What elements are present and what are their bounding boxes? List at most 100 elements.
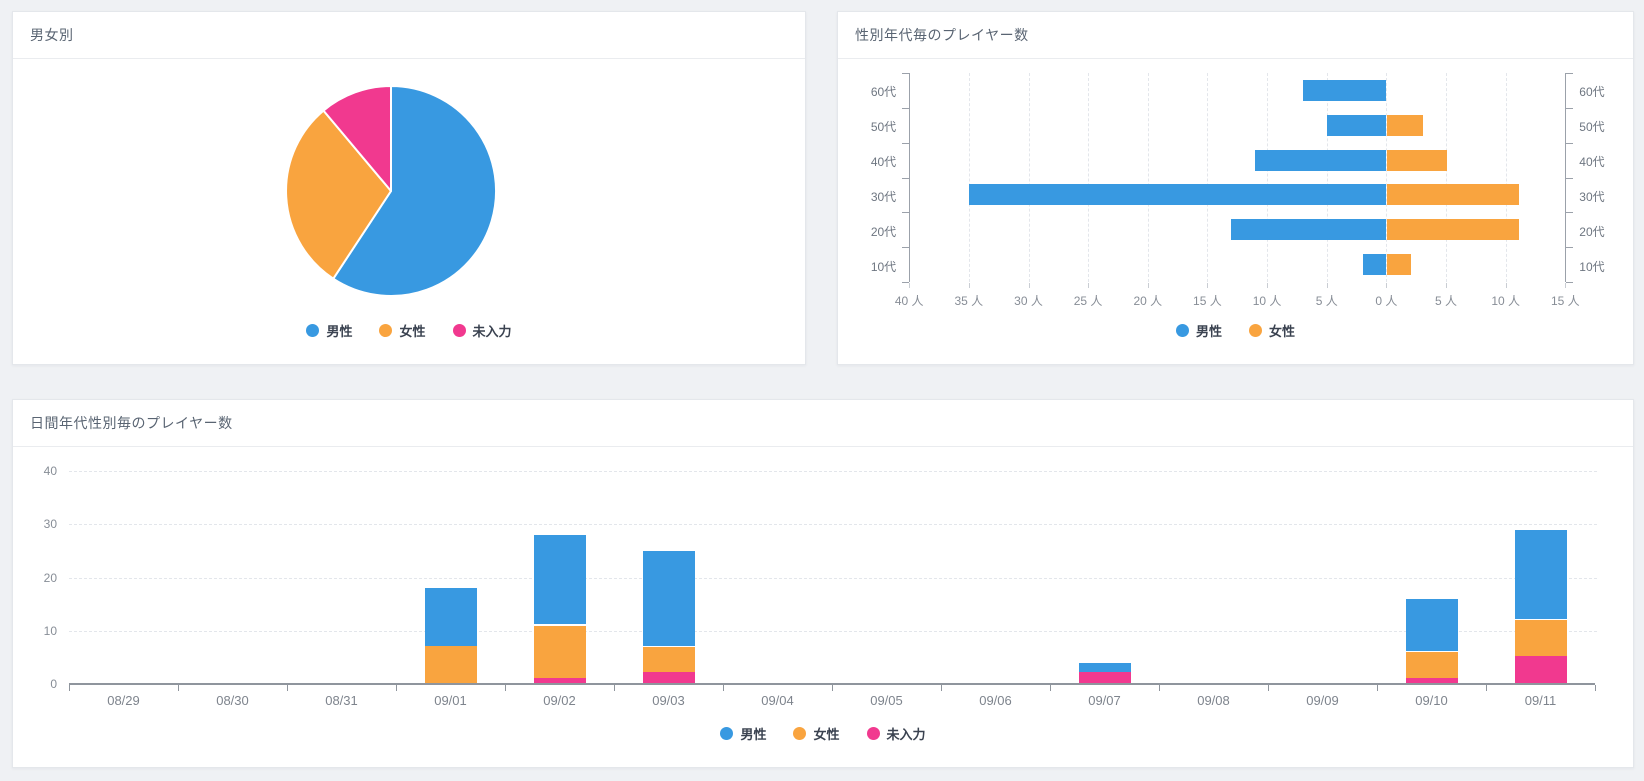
stack-segment-unknown-09/10[interactable] (1405, 677, 1458, 683)
axis-tick (1566, 212, 1574, 214)
axis-tick (902, 282, 910, 283)
x-axis-tick (1147, 282, 1149, 288)
x-axis-tick (1088, 282, 1090, 288)
tornado-legend: 男性 女性 (838, 321, 1633, 340)
category-label-right: 40代 (1579, 155, 1605, 170)
bar-female-50代[interactable] (1387, 114, 1424, 136)
bar-female-10代[interactable] (1387, 254, 1412, 276)
bar-male-50代[interactable] (1326, 114, 1387, 136)
x-axis-category-label: 09/08 (1197, 693, 1230, 708)
bar-female-40代[interactable] (1387, 149, 1447, 171)
x-axis-category-label: 08/31 (325, 693, 358, 708)
x-axis-tick (941, 685, 942, 691)
stack-segment-male-09/03[interactable] (642, 550, 695, 646)
bar-male-40代[interactable] (1255, 149, 1387, 171)
legend-item-男性[interactable]: 男性 (306, 321, 352, 340)
x-axis-category-label: 09/09 (1306, 693, 1339, 708)
stack-segment-male-09/11[interactable] (1514, 528, 1567, 620)
pie-slice-unknown[interactable] (322, 85, 392, 192)
legend-item-女性[interactable]: 女性 (379, 321, 426, 340)
gridline (1207, 73, 1209, 282)
pie-legend: 男性 女性 未入力 (13, 321, 805, 340)
stack-segment-female-09/02[interactable] (533, 624, 586, 678)
x-axis-category-label: 09/10 (1415, 693, 1448, 708)
stack-segment-male-09/07[interactable] (1078, 661, 1131, 673)
category-label-right: 30代 (1579, 189, 1605, 204)
axis-tick (1566, 142, 1574, 144)
gridline (69, 471, 1597, 473)
stack-segment-unknown-09/11[interactable] (1514, 656, 1567, 683)
legend-item-男性[interactable]: 男性 (720, 724, 766, 743)
x-axis-tick (1268, 685, 1269, 691)
stack-segment-unknown-09/03[interactable] (642, 672, 695, 683)
category-label-left: 60代 (870, 85, 897, 100)
x-axis-tick-label: 0 人 (1375, 293, 1398, 308)
gridline (968, 73, 970, 282)
bar-male-30代[interactable] (968, 184, 1387, 206)
x-axis-tick-label: 20 人 (1133, 293, 1163, 308)
stack-segment-female-09/10[interactable] (1405, 651, 1458, 678)
legend-label: 未入力 (886, 727, 926, 742)
daily-stack-chart: 0 10 20 30 40 08/29 08/30 08/31 09/01 09/02 09/03 0… (13, 447, 1633, 767)
axis-tick (902, 212, 910, 214)
legend-item-未入力[interactable]: 未入力 (452, 321, 512, 340)
bar-female-30代[interactable] (1387, 184, 1519, 206)
category-label-left: 10代 (870, 259, 897, 274)
stack-segment-female-09/03[interactable] (642, 645, 695, 673)
stack-segment-female-09/11[interactable] (1514, 619, 1567, 657)
legend-marker-icon (1249, 324, 1262, 337)
legend-item-女性[interactable]: 女性 (793, 724, 840, 743)
card-gender-pie-title: 男女別 (30, 27, 74, 43)
x-axis-tick (69, 685, 70, 691)
bar-male-60代[interactable] (1302, 79, 1387, 101)
x-axis-tick (287, 685, 288, 691)
x-axis-tick (1486, 685, 1487, 691)
axis-tick (1566, 247, 1574, 249)
legend-marker-icon (452, 324, 466, 337)
gridline (1505, 73, 1507, 282)
gridline (69, 577, 1597, 579)
x-axis-category-label: 09/07 (1088, 693, 1121, 708)
x-axis-tick (1326, 282, 1328, 288)
legend-item-女性[interactable]: 女性 (1249, 321, 1295, 340)
x-axis-tick (396, 685, 397, 691)
pie-slice-female[interactable] (285, 109, 392, 280)
bar-female-20代[interactable] (1387, 219, 1519, 241)
x-axis-tick-label: 5 人 (1434, 293, 1457, 308)
x-axis-tick (1028, 282, 1030, 288)
x-axis-tick-label: 10 人 (1252, 293, 1282, 308)
x-axis-tick (968, 282, 970, 288)
x-axis-tick (1565, 282, 1567, 288)
gridline (1088, 73, 1090, 282)
bar-male-20代[interactable] (1231, 219, 1387, 241)
x-axis-tick (1050, 685, 1051, 691)
gridline (69, 524, 1597, 526)
legend-item-男性[interactable]: 男性 (1175, 321, 1222, 340)
legend-label: 未入力 (472, 324, 512, 339)
x-axis-tick-label: 35 人 (954, 293, 984, 308)
stack-segment-unknown-09/07[interactable] (1078, 672, 1131, 683)
stack-segment-male-09/02[interactable] (533, 534, 586, 625)
x-axis-tick (1505, 282, 1507, 288)
category-label-left: 50代 (870, 120, 897, 135)
stack-segment-female-09/01[interactable] (424, 645, 477, 683)
axis-tick (902, 247, 910, 249)
card-daily-stack-header: 日間年代性別毎のプレイヤー数 (13, 400, 1633, 447)
legend-marker-icon (866, 727, 880, 740)
x-axis-tick (1386, 282, 1388, 288)
x-axis-tick (1595, 685, 1596, 691)
category-label-right: 10代 (1579, 259, 1605, 274)
stack-segment-unknown-09/02[interactable] (533, 677, 586, 683)
y-axis-tick-label: 30 (43, 517, 57, 532)
daily-legend: 男性 女性 未入力 (13, 724, 1633, 743)
legend-item-未入力[interactable]: 未入力 (866, 724, 926, 743)
x-axis-tick (1267, 282, 1269, 288)
x-axis-tick (178, 685, 179, 691)
stack-segment-male-09/01[interactable] (424, 587, 477, 646)
category-label-right: 50代 (1579, 120, 1605, 135)
legend-label: 男性 (1195, 324, 1222, 339)
pie-slice-male[interactable] (332, 85, 497, 297)
stack-segment-male-09/10[interactable] (1405, 597, 1458, 652)
bar-male-10代[interactable] (1362, 254, 1387, 276)
